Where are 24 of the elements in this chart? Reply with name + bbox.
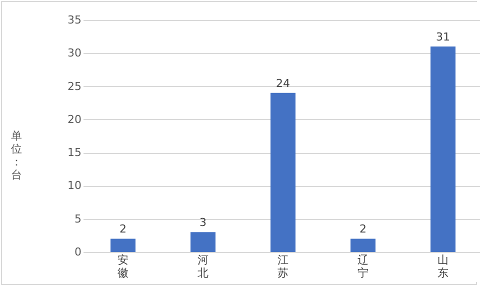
- bar: [350, 238, 376, 252]
- y-tick-label: 15: [68, 146, 82, 160]
- x-tick-label: 安徽: [118, 254, 128, 280]
- y-tick-label: 30: [68, 46, 82, 60]
- data-label: 3: [200, 216, 206, 230]
- y-tick-label: 5: [74, 212, 82, 226]
- data-label: 31: [436, 30, 450, 44]
- data-label: 24: [276, 76, 290, 90]
- y-axis-title: 单位：台: [11, 130, 22, 182]
- y-tick-label: 10: [68, 179, 82, 192]
- bar: [110, 238, 136, 252]
- bar: [270, 92, 296, 252]
- y-tick-label: 0: [74, 246, 82, 258]
- x-tick-label: 河北: [198, 254, 208, 280]
- y-tick-label: 25: [68, 80, 82, 93]
- bar: [430, 46, 456, 252]
- data-label: 2: [360, 222, 366, 236]
- y-tick-label: 35: [68, 14, 82, 26]
- data-label: 2: [120, 222, 126, 236]
- y-tick-label: 20: [68, 112, 82, 126]
- x-tick-label: 山东: [438, 254, 448, 280]
- x-tick-label: 江苏: [278, 254, 288, 280]
- x-tick-label: 辽宁: [358, 254, 368, 280]
- bar: [190, 232, 216, 252]
